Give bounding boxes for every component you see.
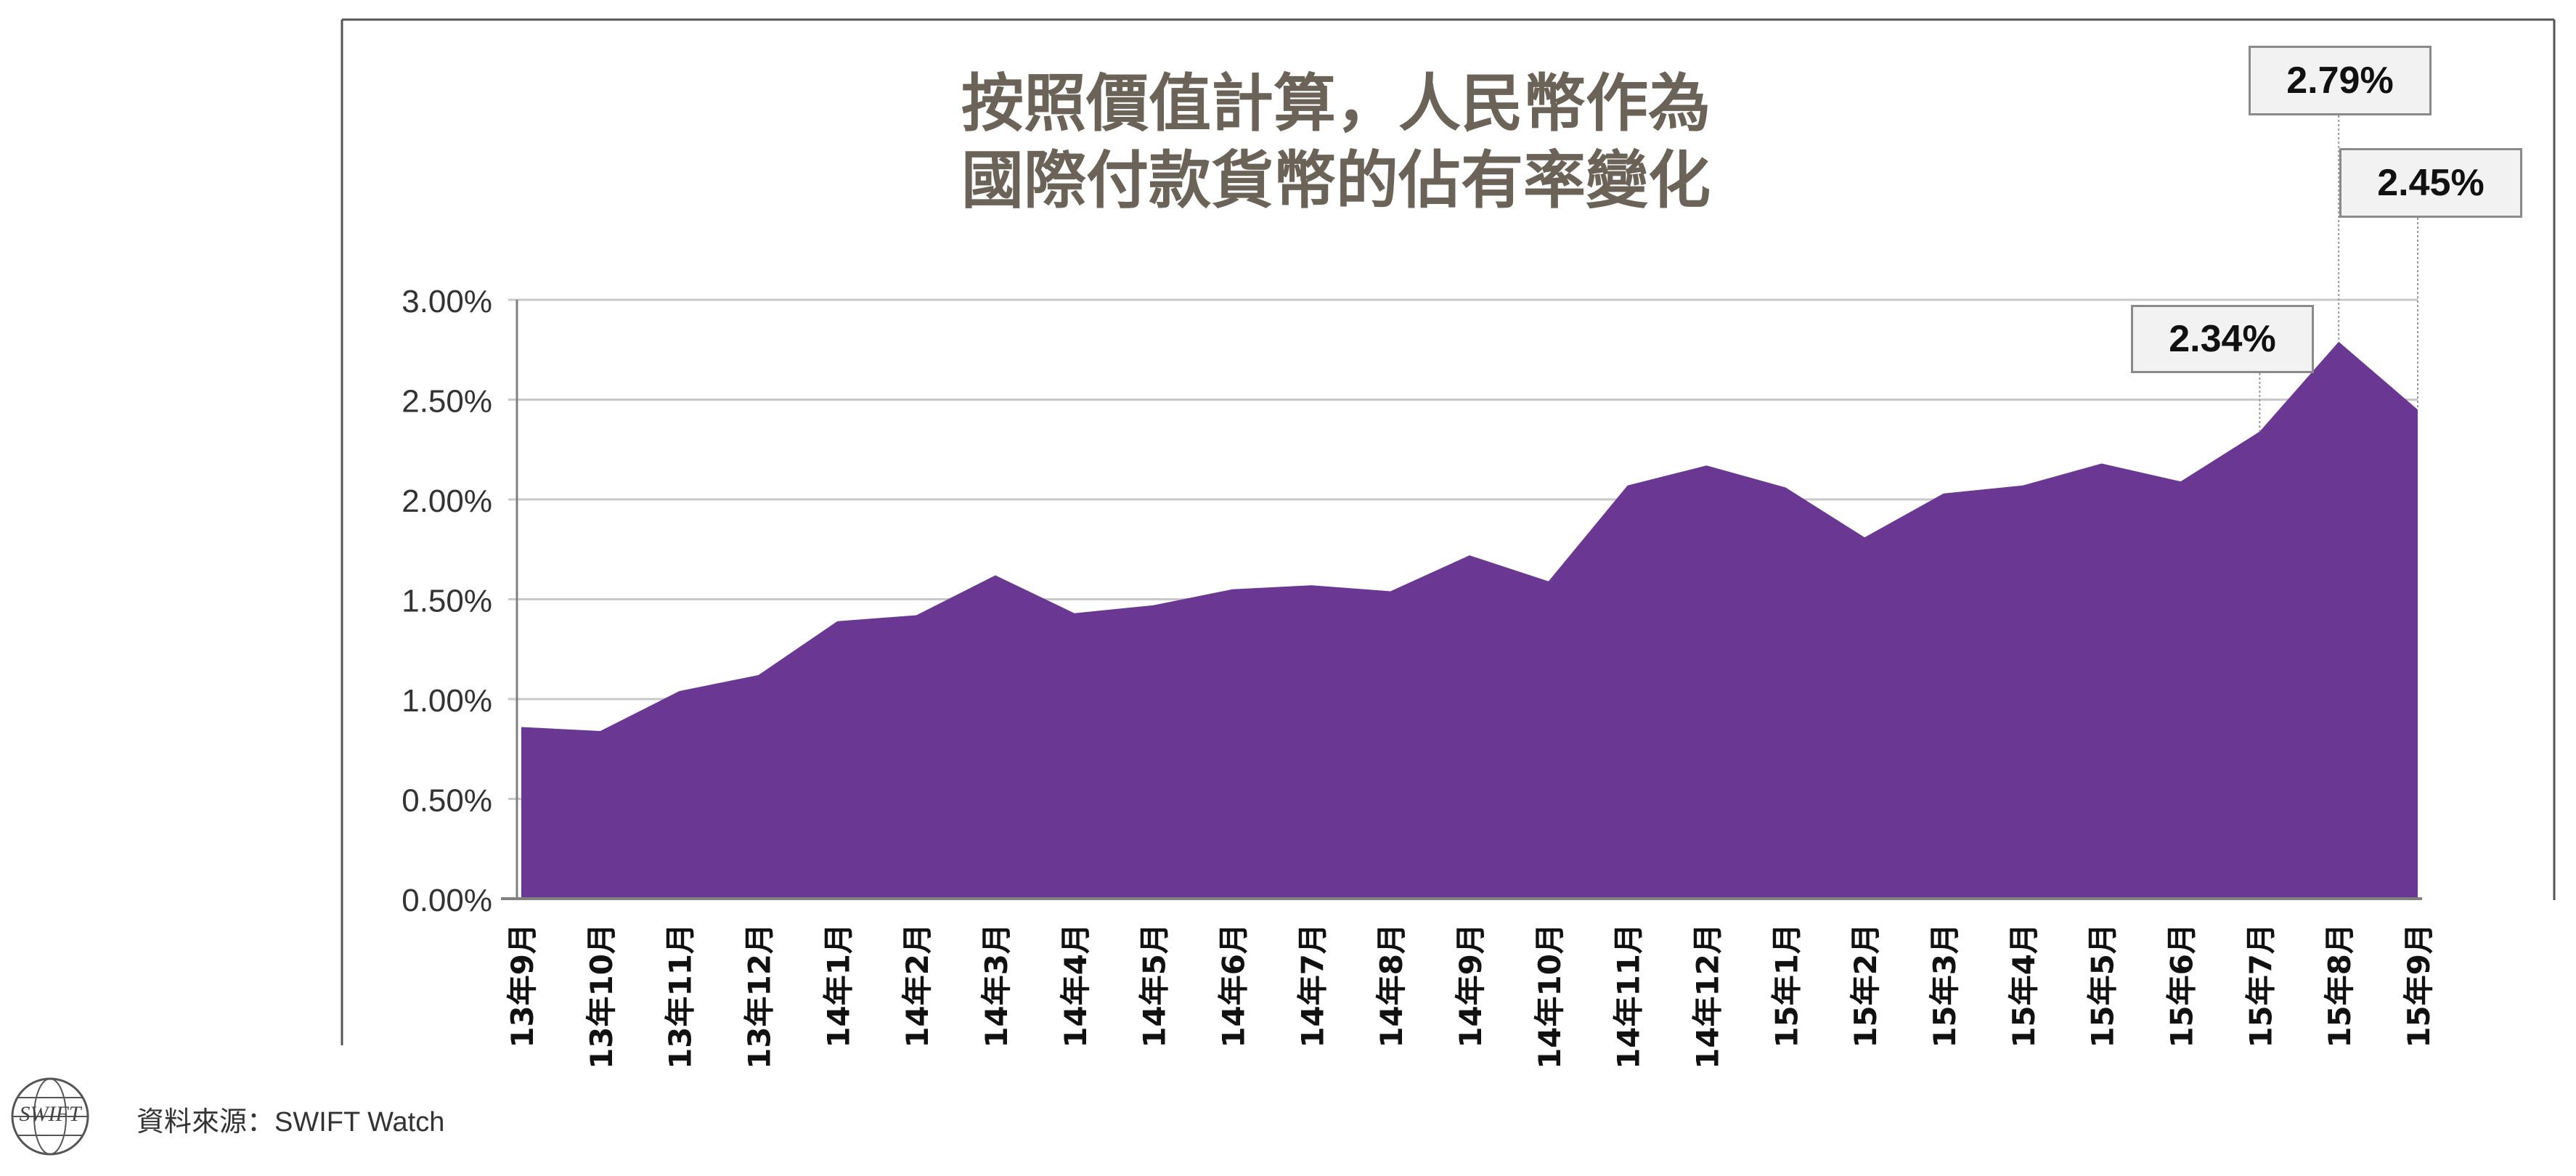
x-tick-label: 14年6月 <box>1216 923 1252 1048</box>
y-tick-label: 3.00% <box>402 284 492 319</box>
area-fill <box>521 341 2418 899</box>
x-tick-label: 15年1月 <box>1769 923 1804 1048</box>
x-tick-label: 14年4月 <box>1058 923 1093 1048</box>
chart-title-line-2: 國際付款貨幣的佔有率變化 <box>961 144 1711 217</box>
value-callout: 2.79% <box>2249 46 2432 115</box>
value-callout: 2.34% <box>2131 305 2314 373</box>
source-note: 資料來源：SWIFT Watch <box>136 1107 445 1138</box>
axes <box>501 300 2422 900</box>
x-tick-label: 14年1月 <box>820 923 856 1048</box>
swift-logo-icon <box>11 1077 89 1156</box>
chart-title-line-1: 按照價值計算，人民幣作為 <box>961 68 1711 140</box>
y-tick-label: 0.50% <box>402 783 492 819</box>
x-tick-label: 14年2月 <box>900 923 935 1048</box>
x-tick-label: 14年8月 <box>1374 923 1409 1048</box>
y-tick-label: 2.50% <box>402 384 492 420</box>
area-series <box>521 341 2418 899</box>
y-tick-labels: 0.00% 0.50% 1.00% 1.50% 2.00% 2.50% 3.00% <box>402 284 492 918</box>
x-tick-label: 14年3月 <box>979 923 1014 1048</box>
x-tick-label: 15年4月 <box>2006 923 2042 1048</box>
x-tick-label: 15年6月 <box>2164 923 2200 1048</box>
x-tick-label: 15年2月 <box>1848 923 1883 1048</box>
x-tick-label: 13年11月 <box>663 923 698 1069</box>
x-tick-label: 13年10月 <box>584 923 619 1069</box>
y-tick-label: 2.00% <box>402 483 492 519</box>
y-tick-label: 1.00% <box>402 683 492 719</box>
x-tick-label: 15年5月 <box>2085 923 2121 1048</box>
logo-text: SWIFT <box>19 1102 81 1126</box>
x-tick-label: 14年12月 <box>1690 923 1726 1069</box>
x-tick-labels: 13年9月 13年10月 13年11月 13年12月 14年1月 14年2月 14年3月 14… <box>505 923 2437 1069</box>
callout-leader-lines <box>2259 115 2418 432</box>
x-tick-label: 14年9月 <box>1453 923 1488 1048</box>
x-tick-label: 14年10月 <box>1532 923 1568 1069</box>
y-tick-label: 1.50% <box>402 584 492 619</box>
y-tick-label: 0.00% <box>402 883 492 918</box>
x-tick-label: 15年8月 <box>2322 923 2357 1048</box>
x-tick-label: 13年12月 <box>742 923 778 1069</box>
x-tick-label: 13年9月 <box>505 923 540 1048</box>
value-callout: 2.45% <box>2339 148 2522 218</box>
x-tick-label: 15年9月 <box>2401 923 2437 1048</box>
x-tick-label: 15年7月 <box>2243 923 2278 1048</box>
x-tick-label: 14年7月 <box>1295 923 1330 1048</box>
x-tick-label: 14年5月 <box>1137 923 1173 1048</box>
x-tick-label: 14年11月 <box>1611 923 1647 1069</box>
x-tick-label: 15年3月 <box>1927 923 1962 1048</box>
